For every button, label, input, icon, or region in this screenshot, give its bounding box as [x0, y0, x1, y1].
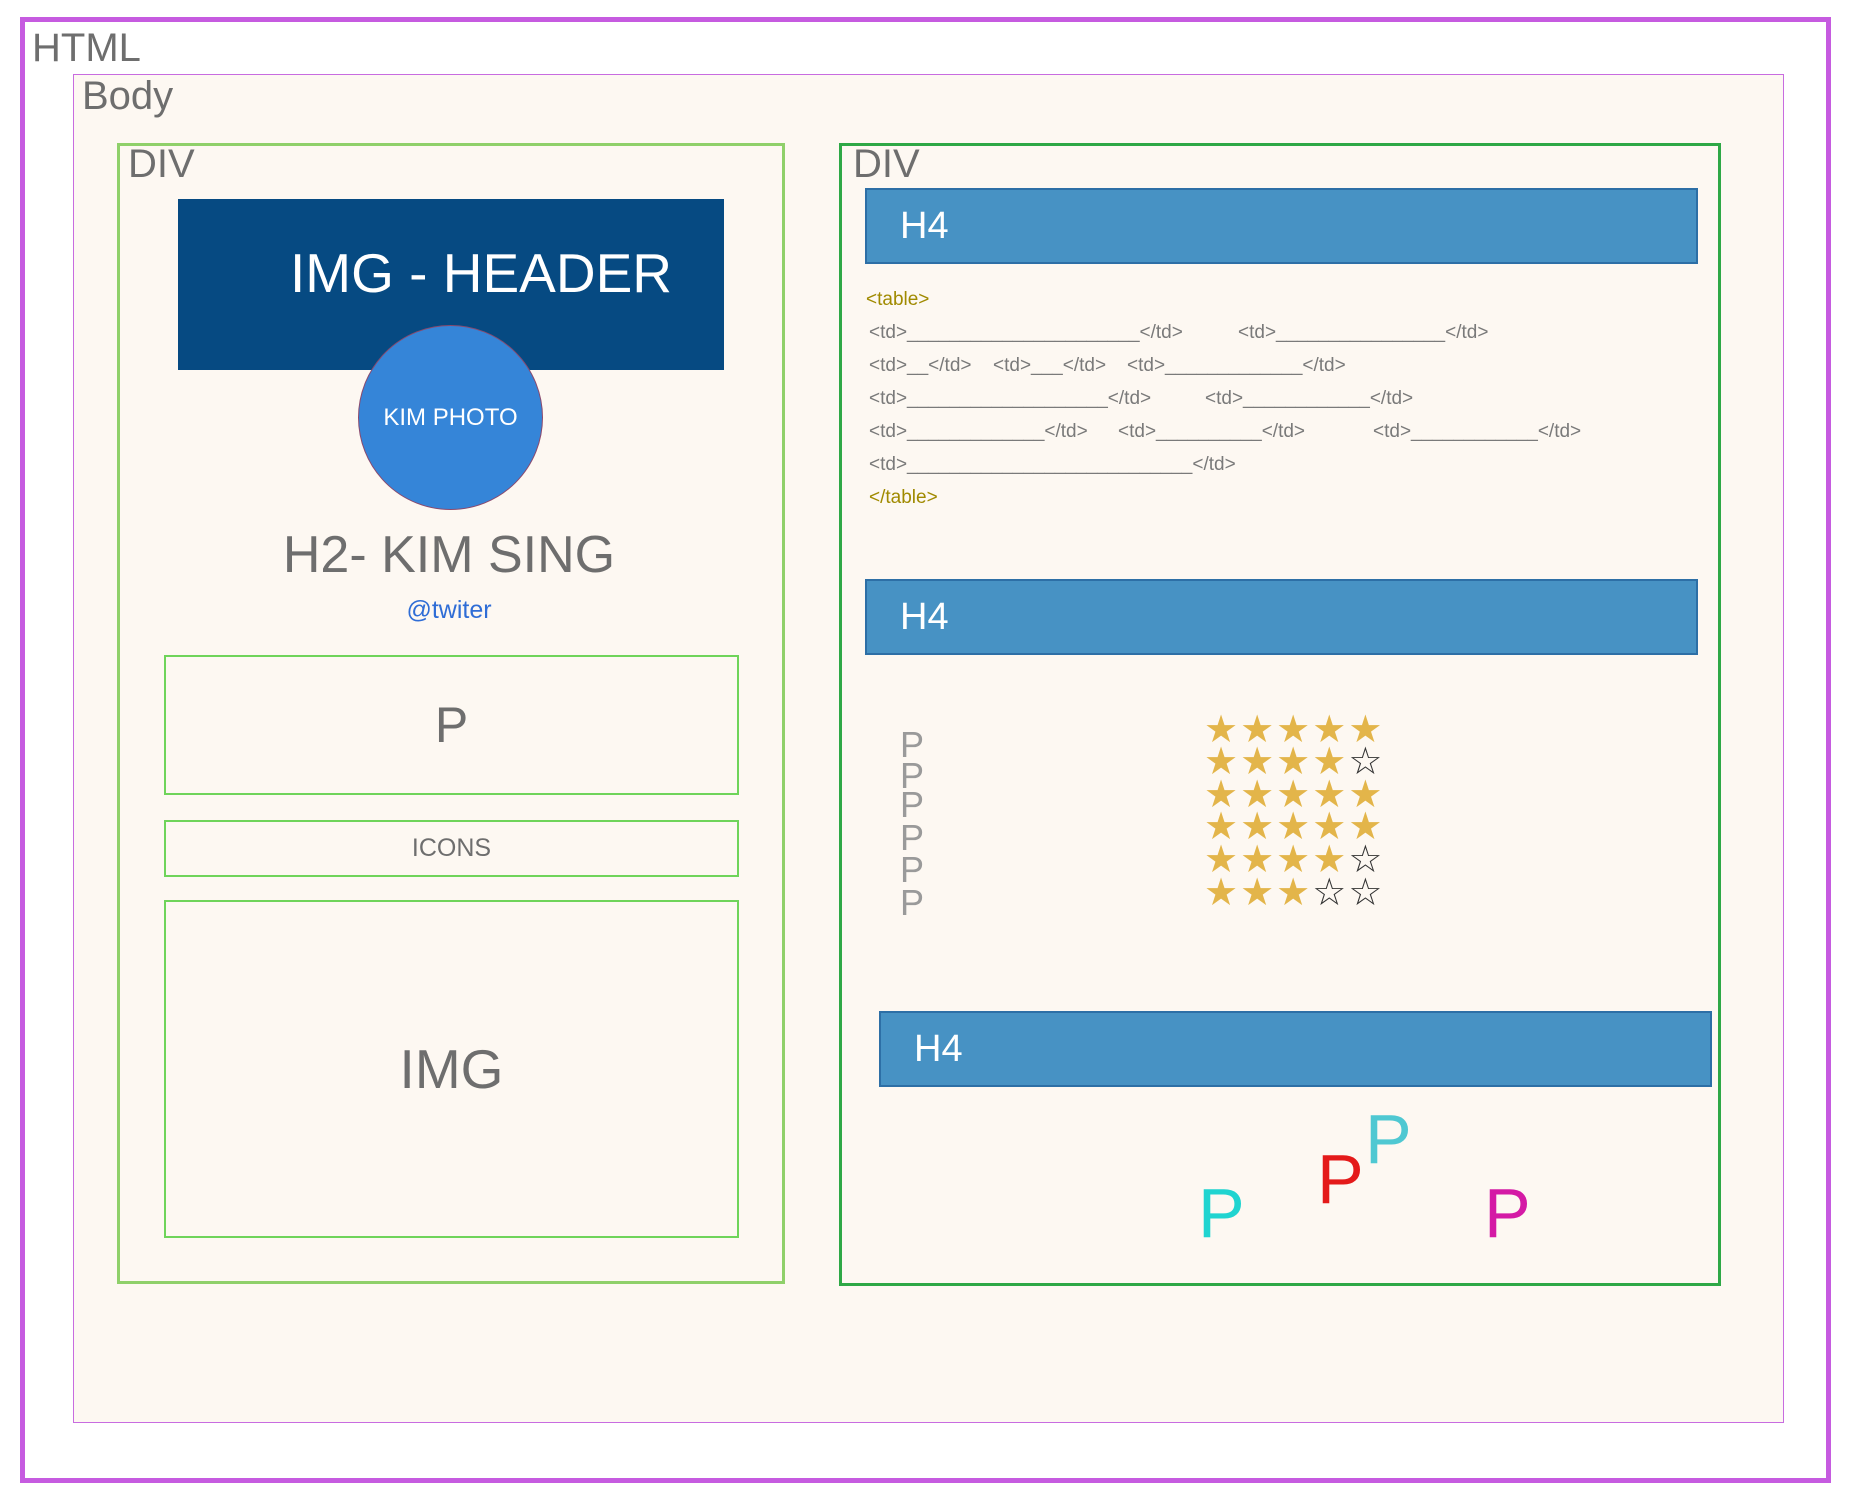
td-cell: <td>____________</td> [1373, 421, 1582, 442]
star-filled-icon: ★ [1240, 872, 1277, 914]
td-cell: <td>___________________________</td> [869, 454, 1236, 475]
star-filled-icon: ★ [1240, 774, 1277, 816]
header-image-label: IMG - HEADER [290, 242, 672, 304]
td-cell: <td>___________________</td> [869, 388, 1152, 409]
html-element-box [20, 17, 1831, 1483]
star-rating-row: ★★★★☆ [1204, 743, 1384, 781]
star-filled-icon: ★ [1312, 774, 1349, 816]
star-filled-icon: ★ [1348, 774, 1385, 816]
star-filled-icon: ★ [1276, 774, 1313, 816]
star-rating-row: ★★★☆☆ [1204, 874, 1384, 912]
star-filled-icon: ★ [1204, 872, 1241, 914]
star-filled-icon: ★ [1240, 709, 1277, 751]
star-filled-icon: ★ [1204, 741, 1241, 783]
table-open-tag: <table> [866, 289, 930, 310]
table-close-tag: </table> [869, 487, 938, 508]
star-filled-icon: ★ [1276, 709, 1313, 751]
star-filled-icon: ★ [1276, 839, 1313, 881]
left-div-label: DIV [128, 142, 195, 186]
star-filled-icon: ★ [1276, 806, 1313, 848]
star-filled-icon: ★ [1204, 839, 1241, 881]
image-box: IMG [164, 900, 739, 1238]
star-filled-icon: ★ [1348, 709, 1385, 751]
h4-bar-1: H4 [865, 188, 1698, 264]
star-filled-icon: ★ [1312, 806, 1349, 848]
star-rating-row: ★★★★☆ [1204, 841, 1384, 879]
td-cell: <td>__</td> [869, 355, 972, 376]
star-filled-icon: ★ [1240, 806, 1277, 848]
star-filled-icon: ★ [1312, 839, 1349, 881]
p-list-item: P [900, 784, 925, 825]
p-list-item: P [900, 849, 925, 890]
td-cell: <td>________________</td> [1238, 322, 1489, 343]
star-empty-icon: ☆ [1348, 872, 1385, 914]
star-filled-icon: ★ [1204, 774, 1241, 816]
star-filled-icon: ★ [1204, 709, 1241, 751]
star-rating-row: ★★★★★ [1204, 776, 1384, 814]
h4-bar-3: H4 [879, 1011, 1712, 1087]
td-cell: <td>_____________</td> [869, 421, 1088, 442]
td-cell: <td>__________</td> [1118, 421, 1306, 442]
colored-p-magenta: P [1484, 1174, 1531, 1252]
html-label: HTML [32, 26, 141, 70]
td-cell: <td>____________</td> [1205, 388, 1414, 409]
star-rating-row: ★★★★★ [1204, 711, 1384, 749]
right-div-label: DIV [853, 142, 920, 186]
star-filled-icon: ★ [1276, 872, 1313, 914]
name-heading: H2- KIM SING [282, 526, 616, 584]
left-div-box [117, 143, 785, 1284]
star-filled-icon: ★ [1276, 741, 1313, 783]
p-list-item: P [900, 817, 925, 858]
icons-box: ICONS [164, 820, 739, 877]
star-filled-icon: ★ [1312, 741, 1349, 783]
star-filled-icon: ★ [1240, 741, 1277, 783]
td-cell: <td>_____________</td> [1127, 355, 1346, 376]
star-empty-icon: ☆ [1312, 872, 1349, 914]
p-list-item: P [900, 755, 925, 796]
td-cell: <td>______________________</td> [869, 322, 1183, 343]
right-div-box [839, 143, 1721, 1286]
p-list-item: P [900, 882, 925, 923]
colored-p-cyan: P [1198, 1174, 1245, 1252]
star-filled-icon: ★ [1240, 839, 1277, 881]
td-cell: <td>___</td> [993, 355, 1107, 376]
star-empty-icon: ☆ [1348, 741, 1385, 783]
star-filled-icon: ★ [1348, 806, 1385, 848]
paragraph-box: P [164, 655, 739, 795]
p-list-item: P [900, 724, 925, 765]
star-filled-icon: ★ [1312, 709, 1349, 751]
twitter-link[interactable]: @twiter [406, 596, 492, 624]
star-empty-icon: ☆ [1348, 839, 1385, 881]
h4-bar-2: H4 [865, 579, 1698, 655]
star-rating-row: ★★★★★ [1204, 808, 1384, 846]
body-label: Body [82, 74, 174, 118]
colored-p-teal: P [1365, 1100, 1412, 1178]
star-filled-icon: ★ [1204, 806, 1241, 848]
profile-photo-circle: KIM PHOTO [358, 325, 543, 510]
colored-p-red: P [1317, 1140, 1364, 1218]
